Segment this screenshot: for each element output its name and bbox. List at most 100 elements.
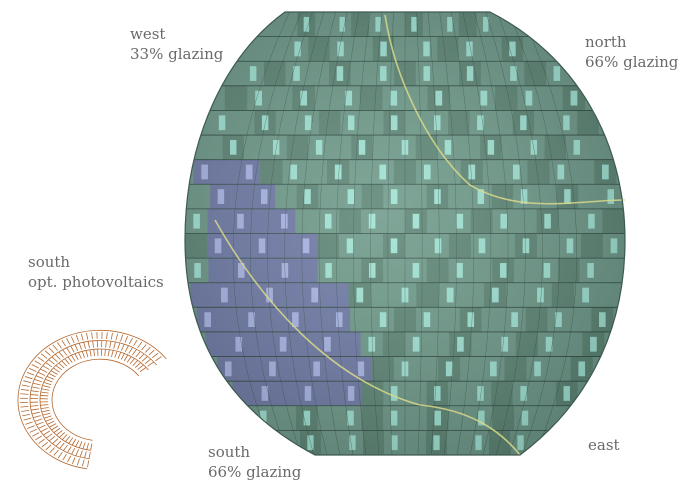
sketch-stroke <box>74 353 79 361</box>
sketch-stroke <box>67 356 73 363</box>
sketch-stroke <box>78 441 83 449</box>
sketch-stroke <box>34 379 42 383</box>
sketch-stroke <box>24 376 33 380</box>
sketch-stroke <box>61 434 68 440</box>
sketch-stroke <box>34 418 43 422</box>
sketch-stroke <box>50 370 58 375</box>
sketch-stroke <box>145 346 151 353</box>
sketch-stroke <box>128 337 133 345</box>
globe-shading <box>185 12 625 455</box>
sketch-stroke <box>57 451 63 459</box>
sketch-stroke <box>74 344 79 351</box>
sketch-stroke <box>78 343 82 350</box>
sketch-stroke <box>48 372 56 378</box>
globe-outline <box>184 11 626 456</box>
plan-sketch-drawing <box>17 329 167 470</box>
sketch-stroke <box>52 438 59 444</box>
label-north: north 66% glazing <box>585 32 678 72</box>
sketch-stroke <box>42 365 50 370</box>
sketch-stroke <box>41 441 49 448</box>
sketch-stroke <box>85 350 89 358</box>
label-north-orientation: north <box>585 33 627 51</box>
label-west-glazing: 33% glazing <box>130 45 224 63</box>
sketch-stroke <box>155 356 162 362</box>
sketch-stroke <box>45 378 53 383</box>
sketch-stroke <box>38 438 45 444</box>
sketch-stroke <box>23 380 32 384</box>
sketch-stroke <box>48 359 55 365</box>
sketch-stroke <box>87 460 90 468</box>
sketch-stroke <box>90 443 93 451</box>
sketch-stroke <box>40 404 49 406</box>
sketch-stroke <box>71 447 76 455</box>
sketch-arc <box>17 329 167 470</box>
label-north-glazing: 66% glazing <box>585 53 679 71</box>
sketch-stroke <box>126 356 132 363</box>
sketch-stroke <box>141 344 147 351</box>
sketch-stroke <box>59 432 65 438</box>
sketch-stroke <box>66 347 71 354</box>
sketch-stroke <box>88 451 91 459</box>
sketch-stroke <box>20 393 29 395</box>
sketch-stroke <box>124 336 129 343</box>
sketch-stroke <box>41 409 50 413</box>
sketch-stroke <box>81 351 85 358</box>
sketch-stroke <box>67 446 72 453</box>
sketch-stroke <box>80 333 84 341</box>
label-south-glazing: south 66% glazing <box>208 442 301 482</box>
sketch-stroke <box>71 457 76 464</box>
sketch-stroke <box>37 371 46 376</box>
sketch-stroke <box>43 430 51 436</box>
sketch-stroke <box>34 360 42 366</box>
sketch-stroke <box>37 356 45 362</box>
sketch-stroke <box>132 349 137 356</box>
sketch-stroke <box>33 415 41 419</box>
sketch-stroke <box>65 435 71 442</box>
sketch-stroke <box>40 394 49 397</box>
label-east-orientation: east <box>588 436 620 454</box>
sketch-stroke <box>86 443 89 450</box>
sketch-stroke <box>120 334 124 342</box>
sketch-stroke <box>56 430 63 436</box>
sketch-stroke <box>48 435 56 442</box>
sketch-stroke <box>61 340 66 347</box>
sketch-stroke <box>21 409 30 412</box>
sketch-stroke <box>113 341 116 349</box>
sketch-stroke <box>54 353 61 360</box>
sketch-stroke <box>104 349 106 357</box>
sketch-stroke <box>63 444 68 451</box>
sketch-stroke <box>53 367 60 373</box>
sketch-stroke <box>137 341 143 349</box>
sketch-stroke <box>23 417 32 421</box>
sketch-stroke <box>53 449 59 456</box>
sketch-stroke <box>40 391 49 394</box>
sketch-stroke <box>92 340 94 348</box>
sketch-stroke <box>26 371 35 376</box>
sketch-stroke <box>78 352 82 359</box>
sketch-stroke <box>91 332 93 340</box>
sketch-stroke <box>38 424 46 429</box>
sketch-stroke <box>147 361 155 367</box>
sketch-stroke <box>117 351 122 359</box>
sketch-stroke <box>139 367 147 373</box>
sketch-stroke <box>25 421 33 425</box>
sketch-stroke <box>67 455 72 463</box>
sketch-stroke <box>114 350 118 358</box>
sketch-stroke <box>59 442 65 449</box>
globe-body <box>184 11 626 456</box>
sketch-stroke <box>89 349 92 357</box>
sketch-stroke <box>128 347 133 354</box>
sketch-stroke <box>107 349 110 357</box>
sketch-stroke <box>81 459 85 467</box>
sketch-stroke <box>20 388 29 391</box>
sketch-stroke <box>49 447 55 454</box>
sketch-stroke <box>45 362 53 368</box>
sketch-stroke <box>45 418 53 422</box>
sketch-stroke <box>86 332 89 340</box>
sketch-stroke <box>40 407 49 410</box>
sketch-stroke <box>30 390 39 393</box>
sketch-arc <box>29 340 157 460</box>
sketch-stroke <box>31 411 40 415</box>
sketch-stroke <box>45 433 53 439</box>
